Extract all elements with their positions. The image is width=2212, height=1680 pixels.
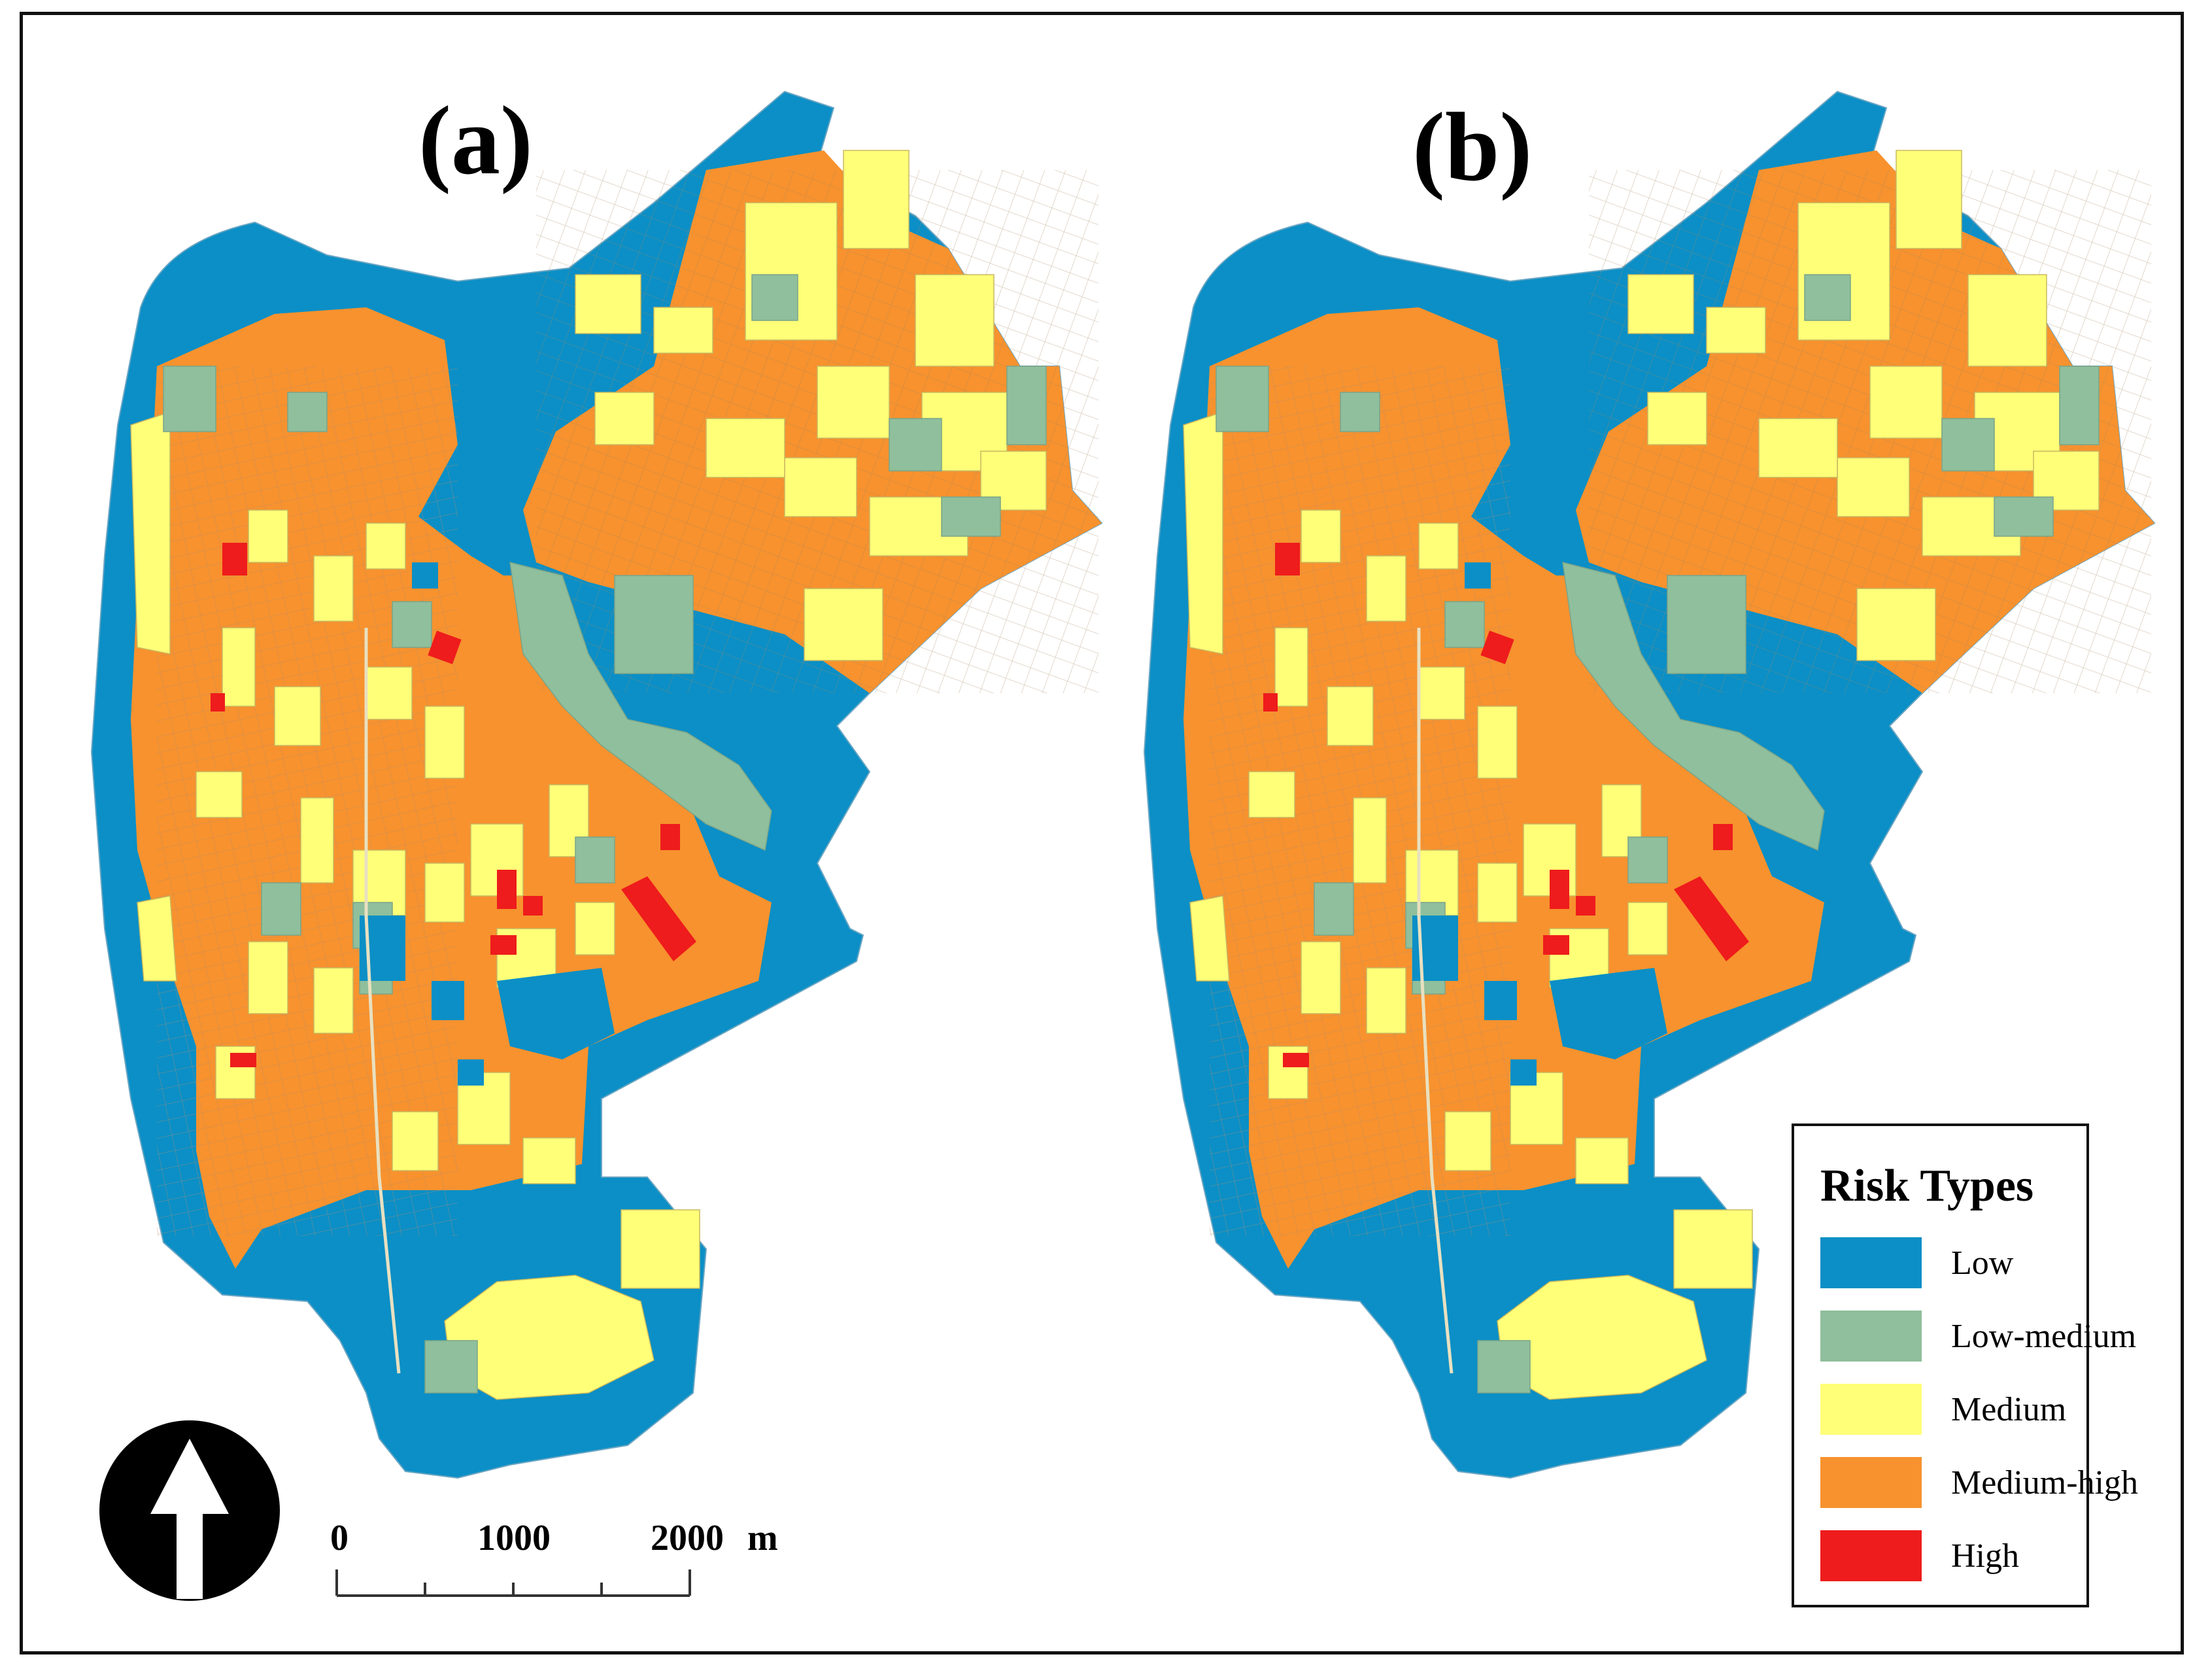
legend-swatch-medium	[1820, 1384, 1922, 1435]
legend: Risk Types Low Low-medium Medium Medium-…	[1792, 1123, 2138, 1607]
legend-item-low: Low	[1820, 1237, 2095, 1290]
legend-label-medium-high: Medium-high	[1951, 1464, 2138, 1501]
scale-bar	[335, 1569, 691, 1597]
legend-label-low-medium: Low-medium	[1951, 1318, 2137, 1355]
legend-swatch-medium-high	[1820, 1457, 1922, 1508]
scale-tick-2000: 2000	[651, 1518, 724, 1558]
legend-label-high: High	[1951, 1537, 2019, 1575]
panel-label-b: (b)	[1412, 93, 1533, 201]
legend-item-medium: Medium	[1820, 1384, 2095, 1436]
scale-unit: m	[747, 1518, 778, 1558]
legend-title: Risk Types	[1820, 1161, 2034, 1211]
legend-item-low-medium: Low-medium	[1820, 1311, 2136, 1363]
legend-label-medium: Medium	[1951, 1391, 2067, 1428]
north-arrow-icon	[99, 1420, 280, 1601]
legend-item-medium-high: Medium-high	[1820, 1457, 2138, 1509]
legend-swatch-low	[1820, 1237, 1922, 1288]
legend-swatch-high	[1820, 1530, 1922, 1581]
scale-tick-1000: 1000	[477, 1518, 551, 1558]
map-panel-a	[92, 92, 1102, 1478]
panel-label-a: (a)	[418, 86, 533, 195]
scale-tick-0: 0	[330, 1518, 349, 1558]
legend-label-low: Low	[1951, 1244, 2014, 1282]
legend-swatch-low-medium	[1820, 1311, 1922, 1362]
legend-item-high: High	[1820, 1530, 2095, 1583]
